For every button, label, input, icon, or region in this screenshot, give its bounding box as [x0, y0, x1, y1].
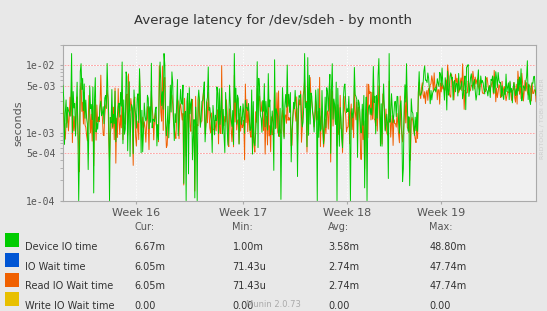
Text: 71.43u: 71.43u	[232, 262, 266, 272]
Text: 3.58m: 3.58m	[328, 242, 359, 252]
Text: 0.00: 0.00	[232, 301, 254, 311]
Text: 47.74m: 47.74m	[429, 262, 467, 272]
Text: 48.80m: 48.80m	[429, 242, 467, 252]
Text: 0.00: 0.00	[134, 301, 155, 311]
Text: 2.74m: 2.74m	[328, 281, 359, 291]
Text: 6.05m: 6.05m	[134, 262, 165, 272]
Text: Cur:: Cur:	[134, 222, 154, 232]
Text: Read IO Wait time: Read IO Wait time	[25, 281, 113, 291]
Text: Munin 2.0.73: Munin 2.0.73	[246, 300, 301, 309]
Text: 0.00: 0.00	[328, 301, 350, 311]
Text: Write IO Wait time: Write IO Wait time	[25, 301, 114, 311]
Y-axis label: seconds: seconds	[13, 100, 23, 146]
Text: 6.05m: 6.05m	[134, 281, 165, 291]
Text: Average latency for /dev/sdeh - by month: Average latency for /dev/sdeh - by month	[135, 14, 412, 27]
Text: Max:: Max:	[429, 222, 453, 232]
Text: 47.74m: 47.74m	[429, 281, 467, 291]
Text: Device IO time: Device IO time	[25, 242, 97, 252]
Text: 0.00: 0.00	[429, 301, 451, 311]
Text: Min:: Min:	[232, 222, 253, 232]
Text: 6.67m: 6.67m	[134, 242, 165, 252]
Text: 71.43u: 71.43u	[232, 281, 266, 291]
Text: IO Wait time: IO Wait time	[25, 262, 85, 272]
Text: Avg:: Avg:	[328, 222, 350, 232]
Text: 2.74m: 2.74m	[328, 262, 359, 272]
Text: RRDTOOL / TOBI OETIKER: RRDTOOL / TOBI OETIKER	[539, 78, 544, 159]
Text: 1.00m: 1.00m	[232, 242, 263, 252]
